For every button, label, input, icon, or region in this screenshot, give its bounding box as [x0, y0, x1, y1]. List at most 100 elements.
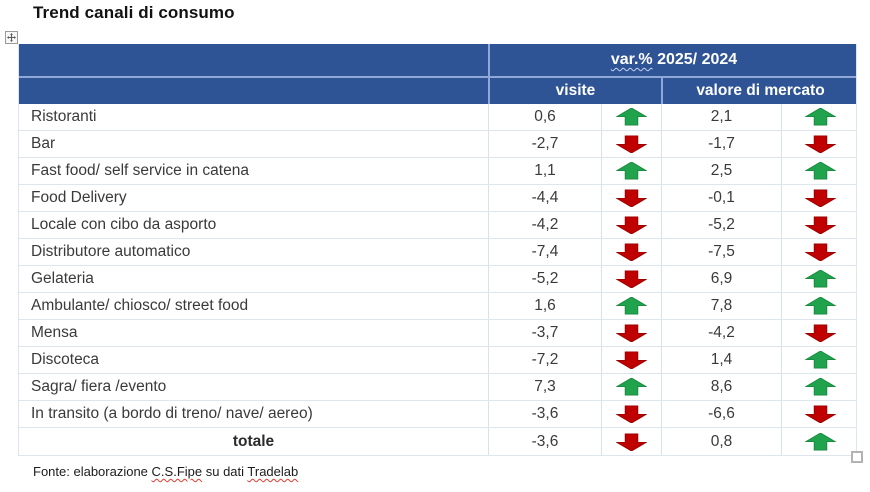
- market-trend-cell[interactable]: [781, 428, 858, 455]
- market-value-cell[interactable]: -4,2: [661, 320, 781, 346]
- visite-value-cell[interactable]: -3,6: [488, 428, 601, 455]
- visite-trend-cell[interactable]: [601, 185, 661, 211]
- visite-header-label: visite: [555, 82, 596, 99]
- visite-value-cell[interactable]: -2,7: [488, 131, 601, 157]
- market-value-cell[interactable]: 2,5: [661, 158, 781, 184]
- visite-value-cell[interactable]: -5,2: [488, 266, 601, 292]
- down-arrow-icon: [616, 135, 647, 153]
- visite-trend-cell[interactable]: [601, 239, 661, 265]
- source-note: Fonte: elaborazione C.S.Fipe su dati Tra…: [33, 464, 298, 479]
- channel-label-cell[interactable]: Bar: [19, 131, 488, 157]
- table-row: Ristoranti 0,6 2,1: [19, 104, 856, 131]
- channel-label-cell[interactable]: Ristoranti: [19, 104, 488, 130]
- visite-trend-cell[interactable]: [601, 320, 661, 346]
- header-corner-cell[interactable]: [19, 44, 488, 76]
- visite-trend-cell[interactable]: [601, 374, 661, 400]
- market-value-cell[interactable]: 0,8: [661, 428, 781, 455]
- channel-label-cell[interactable]: Mensa: [19, 320, 488, 346]
- market-value-cell[interactable]: -1,7: [661, 131, 781, 157]
- market-value-cell[interactable]: 8,6: [661, 374, 781, 400]
- visite-trend-cell[interactable]: [601, 347, 661, 373]
- market-value: 1,4: [710, 351, 733, 368]
- channel-label: Mensa: [31, 324, 78, 341]
- visite-value-cell[interactable]: -3,6: [488, 401, 601, 427]
- table-resize-handle[interactable]: [851, 451, 863, 463]
- channel-label-cell[interactable]: Gelateria: [19, 266, 488, 292]
- market-value-cell[interactable]: 6,9: [661, 266, 781, 292]
- visite-trend-cell[interactable]: [601, 212, 661, 238]
- visite-value-cell[interactable]: 1,1: [488, 158, 601, 184]
- table-row: Discoteca -7,2 1,4: [19, 347, 856, 374]
- market-trend-cell[interactable]: [781, 131, 858, 157]
- visite-value-cell[interactable]: -7,4: [488, 239, 601, 265]
- market-value-cell[interactable]: -6,6: [661, 401, 781, 427]
- market-trend-cell[interactable]: [781, 158, 858, 184]
- var-percent-header-cell[interactable]: var.% 2025/ 2024: [488, 44, 858, 76]
- visite-value-cell[interactable]: -4,4: [488, 185, 601, 211]
- market-trend-cell[interactable]: [781, 347, 858, 373]
- source-note-prefix: Fonte: elaborazione: [33, 464, 152, 479]
- channel-label-cell[interactable]: Distributore automatico: [19, 239, 488, 265]
- channel-label-cell[interactable]: Locale con cibo da asporto: [19, 212, 488, 238]
- market-trend-cell[interactable]: [781, 185, 858, 211]
- channel-label: Locale con cibo da asporto: [31, 216, 217, 233]
- market-value: 6,9: [710, 270, 733, 287]
- table-row: In transito (a bordo di treno/ nave/ aer…: [19, 401, 856, 428]
- market-trend-cell[interactable]: [781, 293, 858, 319]
- market-trend-cell[interactable]: [781, 266, 858, 292]
- market-value: -5,2: [708, 216, 735, 233]
- channel-label: Bar: [31, 135, 56, 152]
- channel-label: Gelateria: [31, 270, 94, 287]
- channel-label: Sagra/ fiera /evento: [31, 378, 167, 395]
- table-row: Mensa -3,7 -4,2: [19, 320, 856, 347]
- channel-label-cell[interactable]: Discoteca: [19, 347, 488, 373]
- down-arrow-icon: [804, 243, 836, 261]
- market-trend-cell[interactable]: [781, 320, 858, 346]
- visite-trend-cell[interactable]: [601, 266, 661, 292]
- market-value-cell[interactable]: -0,1: [661, 185, 781, 211]
- channel-label: Distributore automatico: [31, 243, 191, 260]
- channel-label-cell[interactable]: Ambulante/ chiosco/ street food: [19, 293, 488, 319]
- table-move-handle[interactable]: [5, 31, 18, 44]
- channel-label-cell[interactable]: Food Delivery: [19, 185, 488, 211]
- market-trend-cell[interactable]: [781, 374, 858, 400]
- channel-label-cell[interactable]: In transito (a bordo di treno/ nave/ aer…: [19, 401, 488, 427]
- market-trend-cell[interactable]: [781, 104, 858, 130]
- market-trend-cell[interactable]: [781, 401, 858, 427]
- visite-trend-cell[interactable]: [601, 293, 661, 319]
- visite-trend-cell[interactable]: [601, 428, 661, 455]
- visite-trend-cell[interactable]: [601, 104, 661, 130]
- trend-table[interactable]: var.% 2025/ 2024 visite valore di mercat…: [18, 44, 857, 456]
- market-trend-cell[interactable]: [781, 212, 858, 238]
- market-value-header-cell[interactable]: valore di mercato: [661, 78, 858, 104]
- market-value: -4,2: [708, 324, 735, 341]
- market-value-cell[interactable]: -7,5: [661, 239, 781, 265]
- channel-label-cell[interactable]: Sagra/ fiera /evento: [19, 374, 488, 400]
- visite-value-cell[interactable]: -7,2: [488, 347, 601, 373]
- channel-label-cell[interactable]: Fast food/ self service in catena: [19, 158, 488, 184]
- down-arrow-icon: [804, 216, 836, 234]
- visite-trend-cell[interactable]: [601, 401, 661, 427]
- market-value-cell[interactable]: 7,8: [661, 293, 781, 319]
- channel-label: Ambulante/ chiosco/ street food: [31, 297, 249, 314]
- visite-value-cell[interactable]: 1,6: [488, 293, 601, 319]
- visite-value-cell[interactable]: -4,2: [488, 212, 601, 238]
- visite-value-cell[interactable]: 7,3: [488, 374, 601, 400]
- down-arrow-icon: [616, 243, 647, 261]
- down-arrow-icon: [804, 189, 836, 207]
- visite-value: -2,7: [531, 135, 559, 152]
- visite-value-cell[interactable]: -3,7: [488, 320, 601, 346]
- market-value-cell[interactable]: 1,4: [661, 347, 781, 373]
- channel-label-cell[interactable]: totale: [19, 428, 488, 455]
- header-corner-cell-2[interactable]: [19, 78, 488, 104]
- market-trend-cell[interactable]: [781, 239, 858, 265]
- visite-trend-cell[interactable]: [601, 131, 661, 157]
- market-value-cell[interactable]: -5,2: [661, 212, 781, 238]
- visite-header-cell[interactable]: visite: [488, 78, 661, 104]
- visite-value-cell[interactable]: 0,6: [488, 104, 601, 130]
- market-value-cell[interactable]: 2,1: [661, 104, 781, 130]
- visite-value: -3,7: [531, 324, 559, 341]
- visite-trend-cell[interactable]: [601, 158, 661, 184]
- table-row: Gelateria -5,2 6,9: [19, 266, 856, 293]
